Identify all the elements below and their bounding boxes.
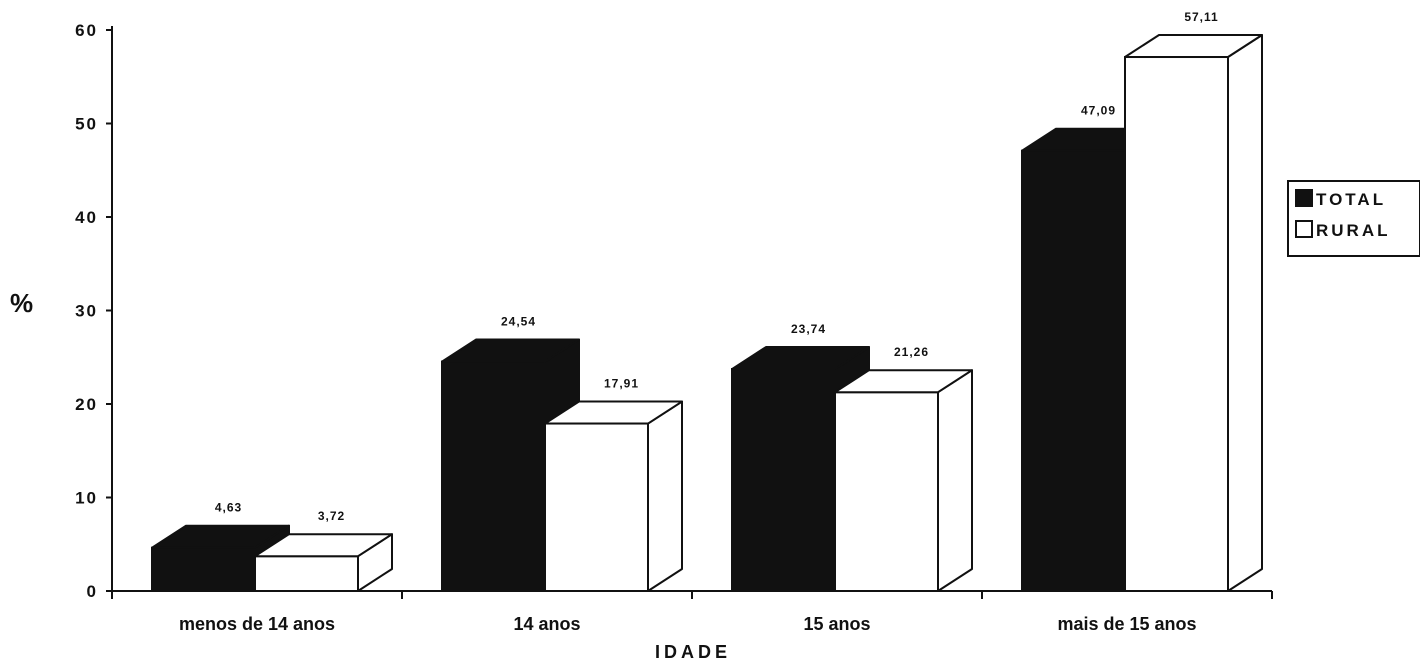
- y-tick-label: 30: [75, 302, 98, 321]
- x-tick-label: 14 anos: [513, 614, 580, 634]
- data-label: 24,54: [501, 315, 536, 329]
- bar-rural: [1124, 34, 1263, 593]
- y-tick-label: 10: [75, 489, 98, 508]
- bars: [151, 34, 1263, 593]
- y-tick-label: 60: [75, 21, 98, 40]
- axes: 0 10 20 30 40 50 60 menos de 14 anos 14 anos 15 a…: [75, 21, 1273, 634]
- data-label: 47,09: [1081, 104, 1116, 118]
- bar-rural: [834, 369, 973, 592]
- data-label: 23,74: [791, 322, 826, 336]
- y-axis-label: %: [10, 288, 33, 318]
- bar-rural: [544, 400, 683, 592]
- y-tick-label: 40: [75, 208, 98, 227]
- x-tick-label: mais de 15 anos: [1057, 614, 1196, 634]
- data-label: 3,72: [318, 509, 345, 523]
- legend-swatch-rural: [1295, 220, 1313, 238]
- x-tick-label: menos de 14 anos: [179, 614, 335, 634]
- data-labels: 4,63 3,72 24,54 17,91 23,74 21,26 47,09 57,11: [215, 10, 1218, 523]
- y-tick-label: 50: [75, 115, 98, 134]
- legend-label-rural: RURAL: [1316, 221, 1391, 240]
- y-tick-label: 20: [75, 395, 98, 414]
- x-axis-label: IDADE: [655, 642, 731, 662]
- legend: TOTAL RURAL: [1287, 180, 1420, 257]
- legend-label-total: TOTAL: [1316, 190, 1386, 209]
- x-tick-label: 15 anos: [803, 614, 870, 634]
- data-label: 21,26: [894, 345, 929, 359]
- data-label: 4,63: [215, 501, 242, 515]
- y-tick-label: 0: [87, 582, 98, 601]
- data-label: 17,91: [604, 377, 639, 391]
- legend-swatch-total: [1295, 189, 1313, 207]
- bar-rural: [254, 533, 393, 593]
- data-label: 57,11: [1184, 10, 1218, 24]
